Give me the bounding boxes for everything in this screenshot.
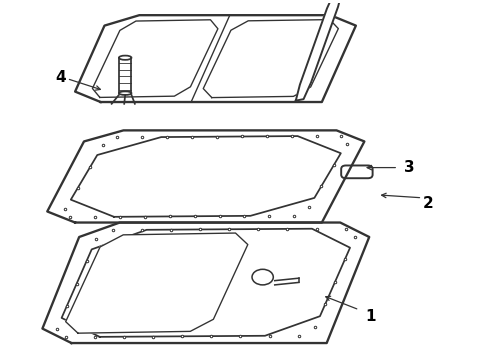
Text: 2: 2 bbox=[422, 195, 433, 211]
Polygon shape bbox=[92, 20, 218, 98]
Text: 1: 1 bbox=[364, 309, 375, 324]
Polygon shape bbox=[119, 58, 131, 93]
Polygon shape bbox=[203, 19, 338, 98]
Circle shape bbox=[251, 269, 273, 285]
Polygon shape bbox=[71, 136, 340, 217]
Polygon shape bbox=[47, 130, 364, 222]
Polygon shape bbox=[295, 0, 342, 101]
Polygon shape bbox=[61, 229, 349, 337]
Ellipse shape bbox=[119, 55, 131, 60]
FancyBboxPatch shape bbox=[341, 166, 372, 178]
Polygon shape bbox=[75, 15, 355, 102]
Ellipse shape bbox=[119, 91, 131, 95]
Polygon shape bbox=[65, 233, 247, 333]
Text: 4: 4 bbox=[55, 70, 66, 85]
Text: 3: 3 bbox=[403, 160, 413, 175]
Polygon shape bbox=[42, 222, 368, 343]
